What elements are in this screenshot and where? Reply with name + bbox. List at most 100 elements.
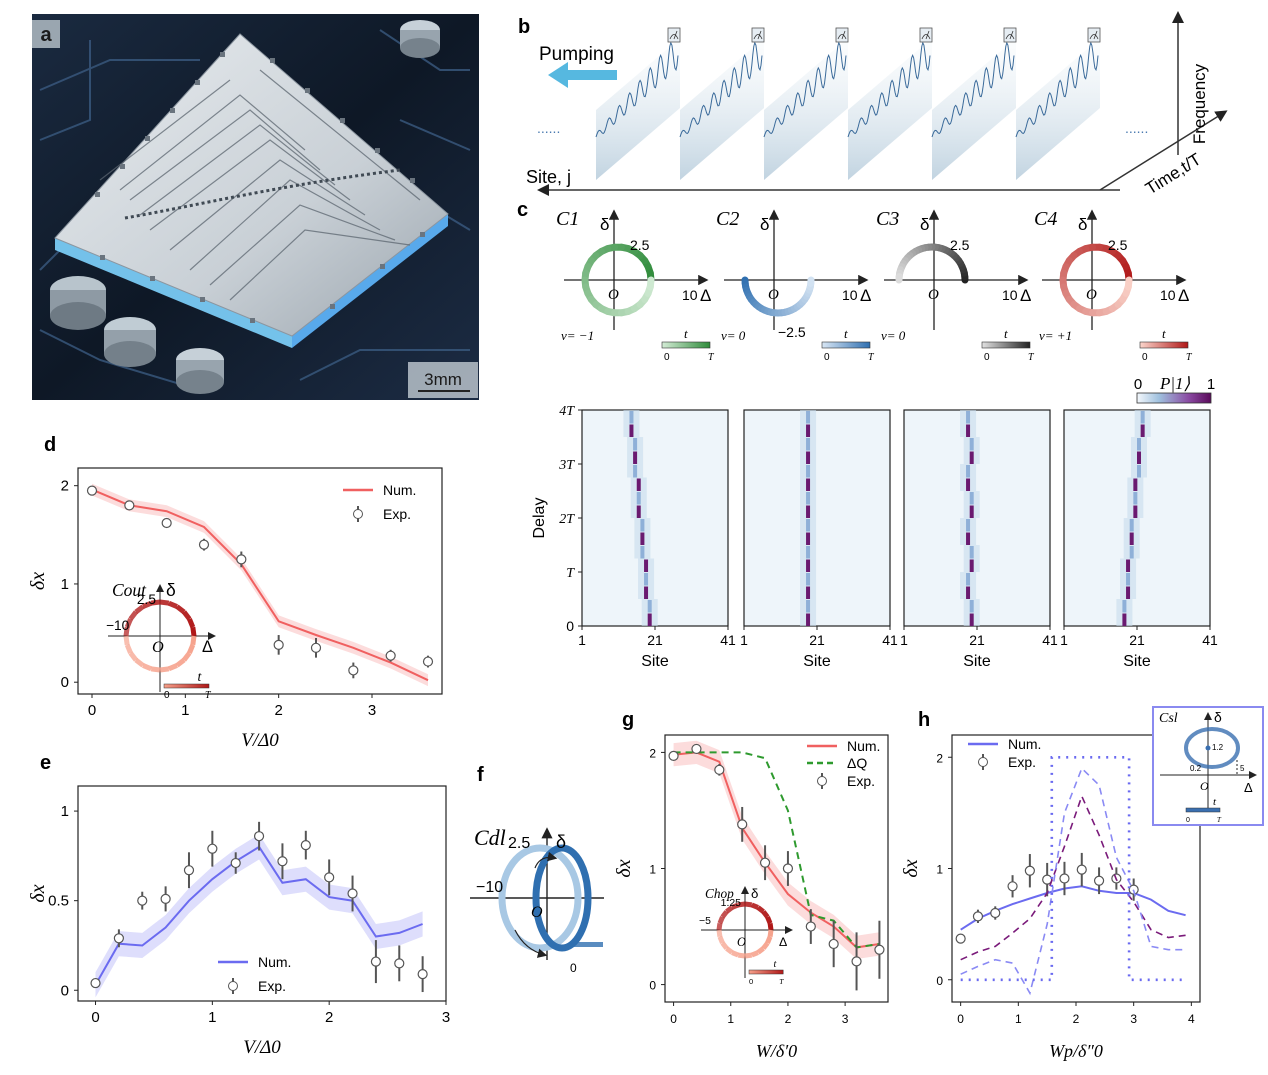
- loop-name: C4: [1034, 208, 1057, 230]
- inset-t: t: [774, 959, 778, 970]
- tT-label: T: [1028, 352, 1035, 363]
- legend-marker: [228, 981, 238, 991]
- xtick-label: 0: [88, 702, 96, 719]
- series-line-purple: [960, 794, 1186, 961]
- data-point: [691, 743, 702, 755]
- ytick-label: 1: [936, 863, 943, 877]
- meter-icon: [669, 30, 679, 40]
- loop-segment: [646, 276, 655, 291]
- origin-label: O: [928, 287, 939, 303]
- t-label: t: [844, 326, 848, 341]
- legend-marker: [353, 509, 363, 519]
- heatmap-xtick: 41: [1042, 632, 1058, 648]
- f-ymark: 2.5: [508, 835, 530, 852]
- ytick-label: 2: [936, 751, 943, 765]
- heatmap-cell: [1122, 600, 1127, 613]
- inset-loop-segment: [756, 946, 765, 955]
- inset-loop-segment: [167, 600, 178, 609]
- inset-loop-segment: [124, 643, 133, 654]
- legend-exp-d: Exp.: [383, 506, 411, 522]
- inset-loop-segment: [128, 651, 138, 662]
- ytick-label: 2: [649, 746, 656, 760]
- xtick-label: 2: [785, 1012, 792, 1026]
- heatmap-cell: [966, 586, 971, 599]
- detector-icon: [919, 27, 933, 43]
- xtick-label: 2: [1073, 1012, 1080, 1026]
- heatmap-cell: [806, 559, 811, 572]
- t0-label: 0: [1142, 352, 1148, 363]
- heatmap-cell: [969, 546, 974, 559]
- heatmap-cell: [969, 492, 974, 505]
- data-point: [1059, 873, 1070, 884]
- inset-loop-segment: [142, 663, 153, 672]
- heatmap-cell: [1133, 505, 1138, 518]
- t-label: t: [1004, 326, 1008, 341]
- ytick-label: 0: [649, 979, 656, 993]
- heatmap-ytick: 3T: [558, 458, 575, 473]
- inset-name: Cout: [112, 580, 147, 600]
- tT-label: T: [1186, 352, 1193, 363]
- y-min-mark: −2.5: [778, 324, 806, 340]
- signal-sheets: [595, 27, 1101, 180]
- origin-label: O: [608, 287, 619, 303]
- inset-xaxis: Δ: [202, 638, 213, 656]
- legend-exp-g: Exp.: [847, 773, 875, 789]
- x-mark: 10: [682, 287, 698, 303]
- data-point: [828, 938, 839, 950]
- data-point: [1076, 864, 1087, 875]
- winding-number: ν= −1: [561, 328, 594, 343]
- loop-name: C2: [716, 208, 739, 230]
- heatmap-cell: [969, 451, 974, 464]
- inset-loop-segment: [765, 916, 773, 925]
- heatmap-cell: [806, 600, 811, 613]
- inset-loop-segment: [744, 901, 753, 908]
- colorbar-label: P|1⟩: [1159, 374, 1191, 393]
- inset-origin: O: [1200, 779, 1209, 793]
- f-origin: O: [531, 904, 543, 921]
- inset-loop-segment: [731, 950, 740, 958]
- signal-trace: [1015, 41, 1099, 138]
- inset-loop-segment: [190, 635, 197, 646]
- f-loop-outer: [498, 844, 582, 952]
- heatmap-cell: [806, 438, 811, 451]
- legend-dq-g: ΔQ: [847, 755, 867, 771]
- data-point: [1024, 865, 1035, 876]
- data-point: [113, 933, 124, 944]
- panel-label-e: e: [40, 752, 51, 774]
- heatmap-cell: [640, 532, 645, 545]
- meter-icon: [1005, 30, 1015, 40]
- data-point: [805, 921, 816, 932]
- heatmap-cell: [806, 505, 811, 518]
- inset-loop-segment: [716, 929, 723, 938]
- heatmap-cell: [806, 424, 811, 437]
- heatmap-cell: [1133, 478, 1138, 491]
- inset-loop-segment: [737, 901, 746, 908]
- data-point: [385, 650, 396, 661]
- inset-ymark: 1.2: [1212, 743, 1224, 752]
- left-dots: ......: [537, 120, 560, 136]
- data-point: [253, 831, 265, 842]
- xtick-label: 3: [842, 1012, 849, 1026]
- heatmap-cell: [806, 465, 811, 478]
- heatmap-cell: [629, 411, 634, 424]
- inset-loop-segment: [761, 941, 770, 950]
- data-point: [1007, 881, 1018, 892]
- y-axis-label: δx: [613, 859, 635, 877]
- heatmap-xtick: 1: [900, 632, 908, 648]
- inset-loop-segment: [190, 626, 197, 637]
- heatmap-cell: [640, 546, 645, 559]
- legend-num-e: Num.: [258, 954, 291, 970]
- inset-delta: δ: [166, 580, 176, 600]
- f-loop-inner: [532, 844, 592, 952]
- inset-lowmark: 0.2: [1190, 764, 1202, 773]
- xtick-label: 3: [1130, 1012, 1137, 1026]
- data-point: [1093, 875, 1105, 886]
- inset-loop-segment: [128, 610, 138, 621]
- heatmap-cell: [633, 438, 638, 451]
- signal-trace: [595, 41, 679, 138]
- data-point: [370, 956, 382, 967]
- inset-tT: T: [205, 690, 212, 701]
- legend-exp-h: Exp.: [1008, 754, 1036, 770]
